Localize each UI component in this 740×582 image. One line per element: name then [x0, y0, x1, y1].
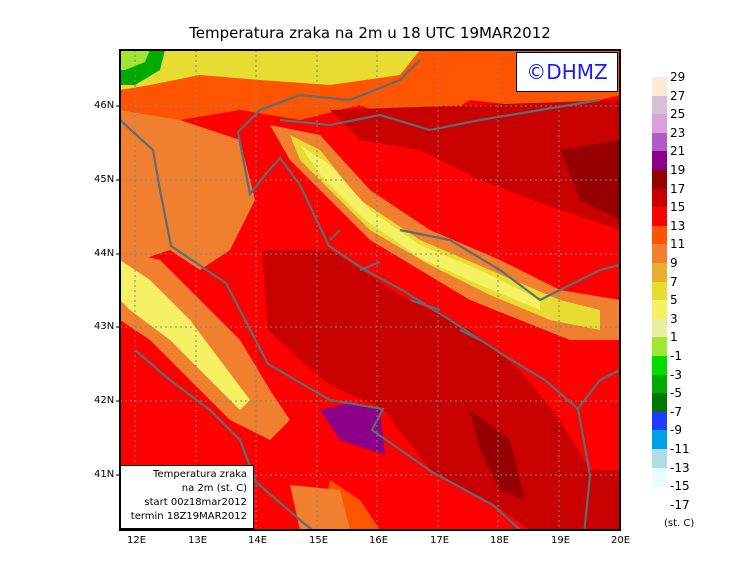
- legend-label: -5: [670, 386, 682, 401]
- legend-swatch: [652, 337, 667, 357]
- legend-swatch: [652, 225, 667, 245]
- legend-swatch: [652, 374, 667, 394]
- map-title: Temperatura zraka na 2m u 18 UTC 19MAR20…: [189, 24, 551, 42]
- lon-label: 20E: [611, 535, 631, 546]
- legend-label: 25: [670, 107, 686, 122]
- legend-label: 17: [670, 181, 686, 196]
- legend-label: 11: [670, 237, 686, 252]
- legend-label: -7: [670, 404, 682, 419]
- legend-label: 27: [670, 88, 686, 103]
- lat-label: 41N: [94, 469, 115, 480]
- legend-unit: (st. C): [664, 518, 695, 529]
- legend-swatch: [652, 244, 667, 264]
- legend-swatch: [652, 300, 667, 320]
- legend-swatch: [652, 263, 667, 283]
- lat-label: 45N: [94, 174, 115, 185]
- legend-swatch: [652, 318, 667, 338]
- legend-swatch: [652, 207, 667, 227]
- legend-label: 9: [670, 256, 678, 270]
- legend-label: -15: [670, 479, 690, 494]
- legend-swatch: [652, 281, 667, 301]
- legend-swatch: [652, 114, 667, 134]
- legend-swatch: [652, 430, 667, 450]
- legend-swatch: [652, 188, 667, 208]
- legend-swatch: [652, 132, 667, 152]
- info-box: Temperatura zraka na 2m (st. C) start 00…: [120, 465, 254, 529]
- field-pannonia: [330, 100, 620, 230]
- legend-label: 13: [670, 218, 686, 233]
- info-line: Temperatura zraka: [153, 469, 247, 480]
- field-warm-spot: [320, 403, 385, 455]
- lon-label: 12E: [127, 535, 147, 546]
- lon-label: 14E: [248, 535, 268, 546]
- info-line: termin 18Z19MAR2012: [130, 511, 247, 522]
- legend-label: -1: [670, 349, 682, 363]
- coastlines: [120, 59, 620, 530]
- lon-label: 13E: [188, 535, 208, 546]
- legend-swatch: [652, 170, 667, 190]
- legend-label: 3: [670, 311, 678, 326]
- legend-label: 29: [670, 70, 686, 84]
- legend-label: -17: [670, 497, 690, 512]
- lat-label: 46N: [94, 100, 115, 111]
- legend-label: 19: [670, 163, 686, 177]
- field-dinaric: [270, 125, 620, 340]
- legend-label: -11: [670, 442, 690, 456]
- graticule: [120, 50, 620, 530]
- legend-swatch: [652, 77, 667, 97]
- legend-swatch: [652, 393, 667, 413]
- legend-swatch: [652, 411, 667, 431]
- legend-swatch: [652, 151, 667, 171]
- legend-label: 21: [670, 144, 686, 159]
- info-line: start 00z18mar2012: [144, 497, 247, 508]
- lon-label: 15E: [309, 535, 329, 546]
- dhmz-logo: ©DHMZ: [516, 52, 618, 92]
- lon-label: 16E: [369, 535, 389, 546]
- legend-label: -3: [670, 367, 682, 382]
- lon-label: 17E: [430, 535, 450, 546]
- legend-swatch: [652, 95, 667, 115]
- legend-label: 23: [670, 125, 686, 140]
- lon-label: 19E: [551, 535, 571, 546]
- legend-swatch: [652, 356, 667, 376]
- lon-label: 18E: [490, 535, 510, 546]
- legend-label: 1: [670, 330, 678, 345]
- info-line: na 2m (st. C): [181, 483, 247, 494]
- legend-label: 15: [670, 200, 686, 215]
- lat-label: 42N: [94, 395, 115, 406]
- legend-label: 7: [670, 274, 678, 289]
- legend-swatch: [652, 449, 667, 469]
- legend-label: -13: [670, 460, 690, 475]
- legend-label: 5: [670, 293, 678, 308]
- lat-label: 44N: [94, 248, 115, 259]
- legend-swatch: [652, 467, 667, 487]
- legend-label: -9: [670, 423, 682, 438]
- field-alps: [120, 50, 420, 90]
- map-frame: [119, 49, 621, 531]
- lat-label: 43N: [94, 321, 115, 332]
